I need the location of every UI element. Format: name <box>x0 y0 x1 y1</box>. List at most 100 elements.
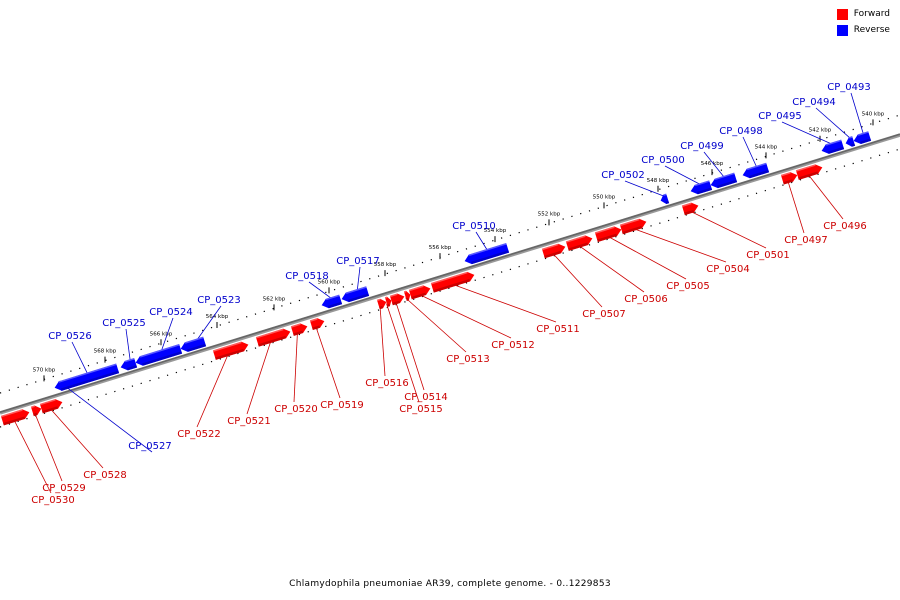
gene-leader <box>293 331 298 403</box>
gene-cp-0512[interactable] <box>408 284 432 300</box>
gene-leader <box>196 352 230 428</box>
gene-cp-0514[interactable] <box>389 292 406 306</box>
scale-tick-label: 558 kbp <box>374 262 397 268</box>
gene-highlight <box>0 409 23 418</box>
gene-cp-0522[interactable] <box>212 340 250 360</box>
gene-label: CP_0520 <box>274 404 317 415</box>
gene-cp-0497[interactable] <box>780 170 799 185</box>
gene-features <box>0 131 872 426</box>
gene-arrow <box>795 164 823 180</box>
gene-cp-0499[interactable] <box>709 172 738 190</box>
gene-highlight <box>430 271 468 285</box>
gene-cp-0493[interactable] <box>852 131 872 145</box>
scale-tick-label: 556 kbp <box>429 245 452 251</box>
gene-label: CP_0514 <box>404 392 447 403</box>
gene-cp-0525[interactable] <box>119 357 138 372</box>
gene-leader <box>379 305 386 377</box>
legend-swatch-forward <box>836 8 848 20</box>
gene-leader <box>395 300 425 391</box>
gene-cp-0494[interactable] <box>844 136 856 148</box>
scale-tick-label: 566 kbp <box>150 331 173 337</box>
scale-tick-label: 568 kbp <box>94 349 117 355</box>
gene-cp-0513[interactable] <box>403 290 412 301</box>
gene-cp-0523[interactable] <box>179 336 207 354</box>
gene-highlight <box>408 285 424 292</box>
gene-cp-0510[interactable] <box>463 243 510 266</box>
gene-highlight <box>857 131 869 136</box>
gene-shade <box>684 209 695 216</box>
gene-arrow <box>54 363 120 391</box>
gene-cp-0518[interactable] <box>320 294 343 310</box>
gene-shade <box>392 300 401 306</box>
gene-cp-0507[interactable] <box>541 242 567 259</box>
gene-leader <box>624 180 667 198</box>
gene-shade <box>127 365 138 371</box>
gene-shade <box>312 325 321 330</box>
gene-highlight <box>212 341 242 352</box>
gene-shade <box>60 387 64 391</box>
gene-leader <box>551 252 603 308</box>
gene-highlight <box>694 180 710 187</box>
gene-label: CP_0528 <box>83 470 126 481</box>
gene-leader <box>61 383 153 453</box>
gene-leader <box>246 339 272 415</box>
gene-label-leaders <box>13 92 865 494</box>
gene-cp-0526[interactable] <box>53 363 120 393</box>
gene-leader <box>475 231 489 253</box>
gene-cp-0516[interactable] <box>376 297 388 310</box>
gene-cp-0496[interactable] <box>795 163 824 180</box>
gene-arrow <box>710 172 738 189</box>
gene-shade <box>61 370 120 391</box>
gene-cp-0517[interactable] <box>340 286 370 304</box>
gene-label: CP_0518 <box>285 271 328 282</box>
gene-shade <box>142 351 183 366</box>
gene-highlight <box>58 380 61 383</box>
gene-shade <box>798 171 819 180</box>
gene-cp-0506[interactable] <box>565 234 594 251</box>
gene-cp-0521[interactable] <box>255 327 292 347</box>
gene-label: CP_0501 <box>746 250 789 261</box>
gene-cp-0524[interactable] <box>134 344 183 367</box>
gene-arrow <box>464 243 510 265</box>
gene-cp-0505[interactable] <box>594 225 623 242</box>
gene-label: CP_0510 <box>452 221 495 232</box>
gene-cp-0520[interactable] <box>290 322 309 336</box>
gene-highlight <box>58 363 117 383</box>
gene-cp-0519[interactable] <box>309 316 326 330</box>
gene-label: CP_0530 <box>31 495 74 506</box>
gene-highlight <box>681 202 692 207</box>
gene-cp-0498[interactable] <box>741 162 770 180</box>
gene-leader <box>194 305 222 343</box>
gene-cp-0528[interactable] <box>39 397 64 414</box>
gene-shade <box>3 416 26 426</box>
gene-cp-0527[interactable] <box>56 380 64 392</box>
gene-highlight <box>290 323 301 328</box>
dotted-guide-upper <box>0 114 900 394</box>
gene-cp-0501[interactable] <box>681 201 700 216</box>
gene-cp-0530[interactable] <box>0 408 31 426</box>
gene-shade <box>379 305 384 310</box>
gene-arrow <box>541 243 566 259</box>
gene-shade <box>411 292 427 300</box>
gene-label: CP_0524 <box>149 307 192 318</box>
gene-cp-0529[interactable] <box>30 404 43 417</box>
gene-cp-0500[interactable] <box>689 180 713 196</box>
gene-leader <box>49 407 104 469</box>
gene-cp-0511[interactable] <box>430 270 476 293</box>
gene-highlight <box>384 296 388 299</box>
gene-shade <box>568 242 589 251</box>
dotted-guide-lower <box>0 148 900 428</box>
strand-legend: Forward Reverse <box>836 8 890 40</box>
scale-tick-label: 540 kbp <box>862 111 885 117</box>
legend-item-reverse: Reverse <box>836 24 890 36</box>
gene-arrow <box>780 172 798 185</box>
gene-cp-0495[interactable] <box>820 139 845 156</box>
gene-cp-0504[interactable] <box>619 217 648 235</box>
gene-cp-0502[interactable] <box>659 193 670 206</box>
gene-shade <box>387 303 390 307</box>
gene-shade <box>33 412 38 417</box>
gene-cp-0515[interactable] <box>384 296 393 307</box>
gene-leader <box>356 266 361 293</box>
gene-highlight <box>30 405 35 409</box>
gene-shade <box>860 138 872 144</box>
